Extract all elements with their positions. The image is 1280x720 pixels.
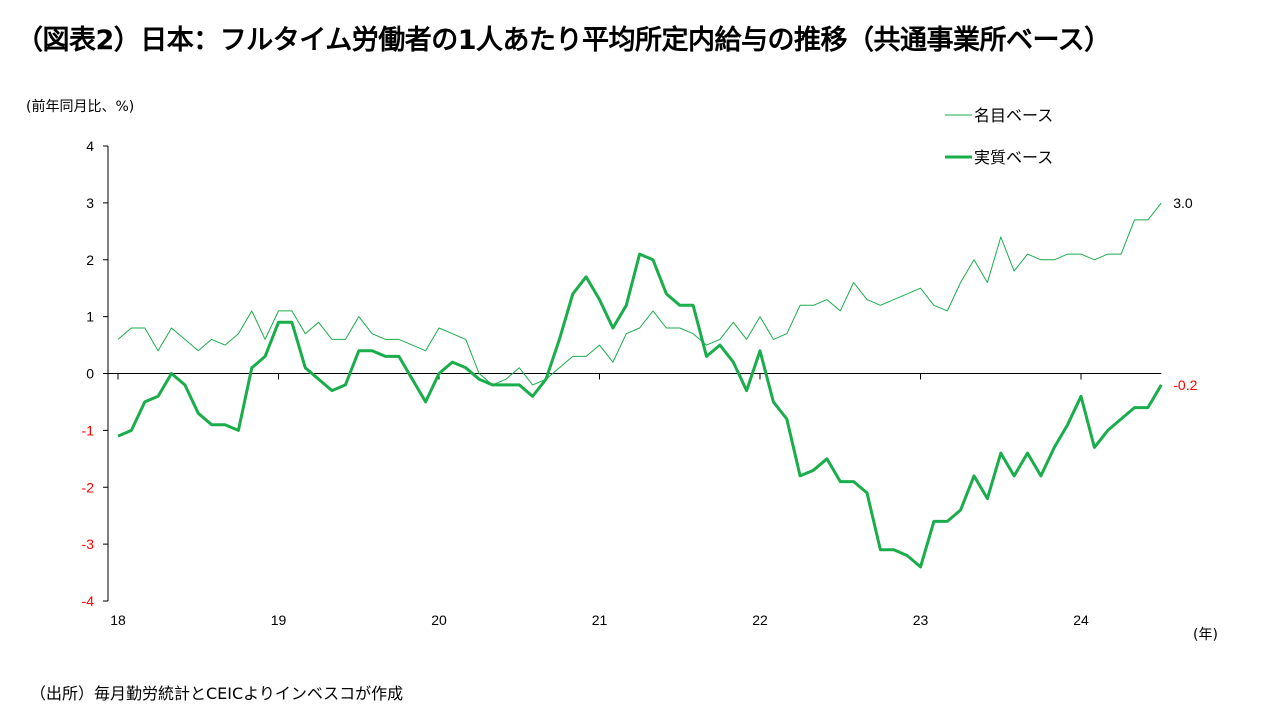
- legend-label-nominal: 名目ベース: [974, 106, 1053, 125]
- chart-end-labels: 3.0 -0.2: [1173, 195, 1197, 393]
- y-tick-label: -1: [82, 422, 95, 438]
- y-tick-label: -3: [82, 536, 95, 552]
- x-tick-label: 20: [431, 612, 447, 628]
- end-label-nominal: 3.0: [1173, 195, 1193, 211]
- y-tick-label: 2: [86, 252, 94, 268]
- y-tick-label: 1: [86, 309, 94, 325]
- end-label-real: -0.2: [1173, 377, 1197, 393]
- y-tick-label: -4: [82, 593, 95, 609]
- x-tick-label: 22: [752, 612, 768, 628]
- source-note: （出所）毎月勤労統計とCEICよりインベスコが作成: [30, 684, 404, 703]
- x-axis-unit-label: (年): [1193, 627, 1218, 643]
- x-tick-label: 19: [271, 612, 287, 628]
- y-tick-label: 0: [86, 366, 94, 382]
- y-tick-label: 4: [86, 138, 94, 154]
- y-tick-label: -2: [82, 479, 95, 495]
- series-line-nominal: [117, 202, 1162, 386]
- x-tick-label: 21: [592, 612, 608, 628]
- x-tick-label: 24: [1073, 612, 1089, 628]
- series-line-real: [117, 252, 1163, 569]
- x-tick-label: 18: [110, 612, 126, 628]
- y-axis-unit-label: (前年同月比、%): [26, 99, 135, 115]
- chart-lines: [117, 202, 1163, 569]
- y-tick-label: 3: [86, 195, 94, 211]
- x-tick-label: 23: [913, 612, 929, 628]
- legend-label-real: 実質ベース: [974, 148, 1053, 167]
- page-title: （図表2）日本：フルタイム労働者の1人あたり平均所定内給与の推移（共通事業所ベー…: [16, 25, 1111, 56]
